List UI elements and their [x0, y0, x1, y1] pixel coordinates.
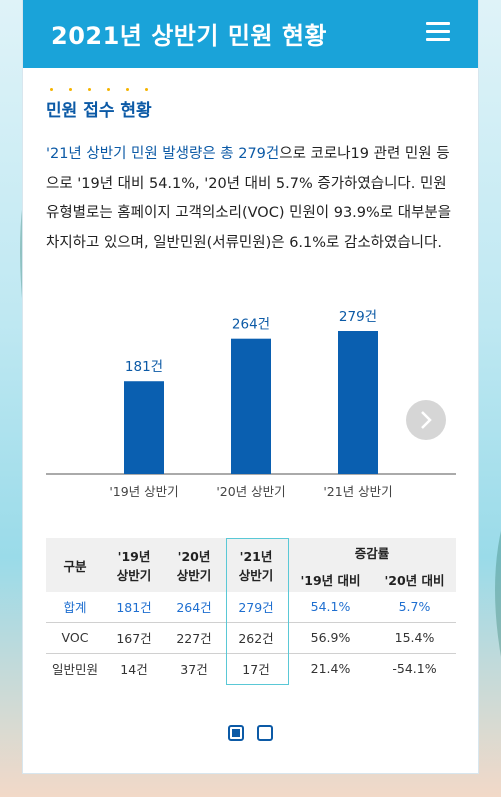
palm-leaf-decoration	[495, 531, 501, 657]
row-label: 일반민원	[51, 662, 98, 678]
row-label: 합계	[46, 592, 104, 623]
header-vs-19: '19년 대비	[288, 567, 373, 592]
complaints-bar-chart: 181건 '19년 상반기 264건 '20년 상반기 279건 '21년 상반기	[46, 309, 456, 499]
x-tick-label-2: '20년 상반기	[216, 484, 285, 499]
cell-20: 264건	[164, 592, 224, 623]
bar-1	[124, 381, 164, 474]
header-19: '19년 상반기	[104, 538, 164, 592]
header-category: 구분	[46, 538, 104, 592]
cell-20: 227건	[164, 622, 224, 654]
data-label-1: 181건	[125, 359, 163, 375]
cell-20: 37건	[180, 662, 208, 678]
cell-19: 181건	[104, 592, 164, 623]
data-label-3: 279건	[339, 309, 377, 325]
summary-paragraph: '21년 상반기 민원 발생량은 총 279건으로 코로나19 관련 민원 등으…	[46, 140, 456, 258]
cell-vs20: -54.1%	[392, 661, 437, 677]
row-label: VOC	[46, 622, 104, 654]
page-indicator-1[interactable]	[228, 725, 244, 741]
header-21: '21년 상반기	[224, 538, 288, 592]
cell-vs20: 15.4%	[373, 622, 456, 654]
table-row-voc: VOC 167건 227건 262건 56.9% 15.4%	[46, 622, 456, 654]
summary-text: 으로 코로나19 관련 민원 등으로 '19년 대비 54.1%, '20년 대…	[46, 146, 452, 251]
cell-21: 279건	[224, 592, 288, 623]
table-row-total: 합계 181건 264건 279건 54.1% 5.7%	[46, 592, 456, 623]
bar-3	[338, 331, 378, 474]
next-slide-button[interactable]	[406, 400, 446, 440]
header-vs-20: '20년 대비	[373, 567, 456, 592]
cell-21: 262건	[224, 622, 288, 654]
x-tick-label-3: '21년 상반기	[323, 484, 392, 499]
cell-vs19: 56.9%	[288, 622, 373, 654]
page-title: 2021년 상반기 민원 현황	[51, 22, 328, 50]
hamburger-menu-icon[interactable]	[426, 22, 450, 41]
cell-vs20: 5.7%	[373, 592, 456, 623]
section-title: 민원 접수 현황	[46, 101, 152, 121]
page-indicator-2[interactable]	[257, 725, 273, 741]
x-tick-label-1: '19년 상반기	[109, 484, 178, 499]
chevron-right-icon	[421, 411, 432, 429]
cell-vs19: 54.1%	[288, 592, 373, 623]
page-header: 2021년 상반기 민원 현황	[23, 0, 478, 68]
cell-21: 17건	[242, 662, 270, 678]
cell-19: 14건	[120, 662, 148, 678]
cell-vs19: 21.4%	[310, 661, 351, 677]
header-change-rate: 증감률	[288, 538, 456, 567]
cell-19: 167건	[104, 622, 164, 654]
bar-2	[231, 338, 271, 474]
stats-table: 구분 '19년 상반기 '20년 상반기 '21년 상반기 증감률 '19년 대비 '…	[46, 538, 456, 684]
header-20: '20년 상반기	[164, 538, 224, 592]
summary-highlight: '21년 상반기 민원 발생량은 총 279건	[46, 146, 280, 162]
table-row-general: 일반민원 14건 37건 17건 21.4% -54.1%	[46, 653, 456, 684]
data-label-2: 264건	[232, 317, 270, 333]
